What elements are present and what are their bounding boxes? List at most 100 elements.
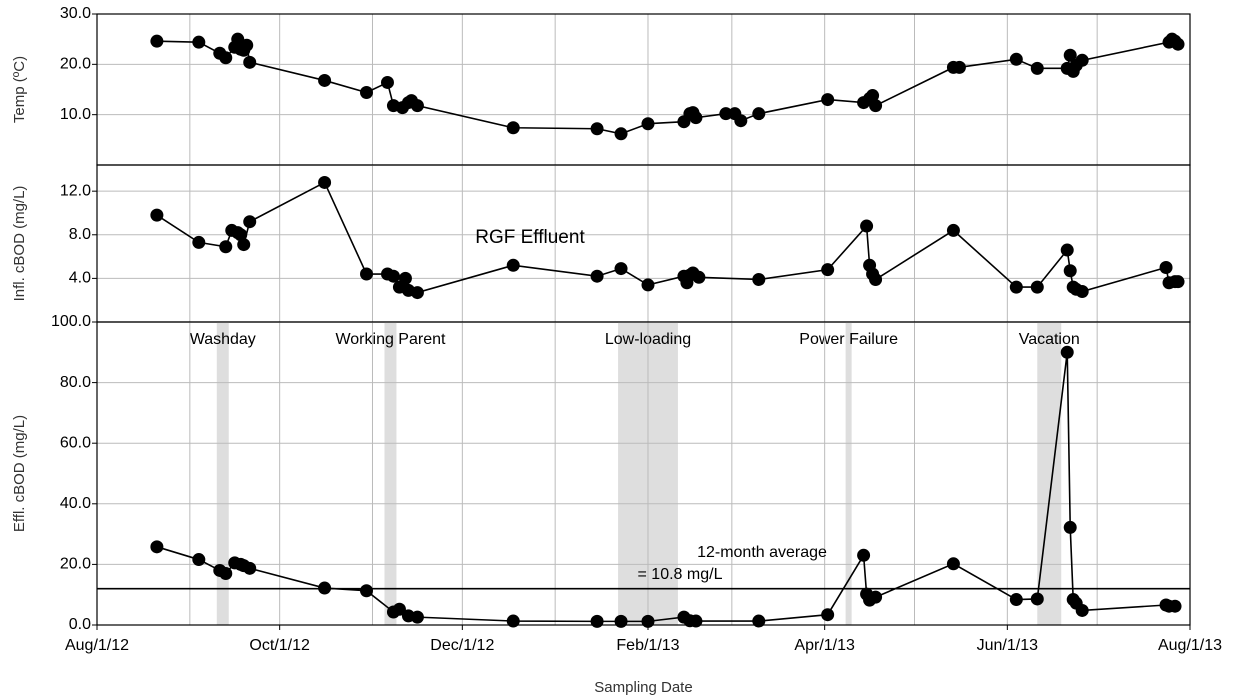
data-point (192, 35, 206, 49)
data-point (614, 262, 628, 276)
data-point (1030, 61, 1044, 75)
data-point (946, 223, 960, 237)
data-point (243, 215, 257, 229)
data-point (866, 89, 880, 103)
y-tick-label: 20.0 (60, 56, 91, 73)
y-tick-label: 80.0 (60, 374, 91, 391)
data-point (360, 267, 374, 281)
data-point (360, 584, 374, 598)
panel-frame (96, 164, 1191, 323)
y-tick-label: 12.0 (60, 182, 91, 199)
x-tick-label: Aug/1/13 (1158, 637, 1222, 654)
data-point (1009, 593, 1023, 607)
region-label: Power Failure (799, 331, 898, 348)
data-point (1009, 52, 1023, 66)
data-point (192, 553, 206, 567)
x-axis-label: Sampling Date (594, 679, 692, 696)
data-point (219, 51, 233, 65)
data-point (234, 228, 248, 242)
data-point (590, 122, 604, 136)
data-line (156, 181, 1179, 294)
data-point (243, 55, 257, 69)
x-tick-label: Feb/1/13 (616, 637, 679, 654)
region-label: Vacation (1019, 331, 1080, 348)
data-point (614, 614, 628, 628)
data-point (506, 121, 520, 135)
y-tick-label: 8.0 (69, 226, 91, 243)
data-point (821, 608, 835, 622)
data-point (1075, 603, 1089, 617)
y-tick-label: 100.0 (51, 313, 91, 330)
data-point (734, 114, 748, 128)
data-point (590, 614, 604, 628)
data-point (243, 561, 257, 575)
data-point (506, 614, 520, 628)
data-point (318, 581, 332, 595)
data-point (857, 548, 871, 562)
data-point (590, 269, 604, 283)
data-point (1063, 48, 1077, 62)
x-tick-label: Apr/1/13 (794, 637, 855, 654)
region-label: Working Parent (335, 331, 446, 348)
data-point (410, 610, 424, 624)
data-point (1168, 599, 1182, 613)
data-point (860, 219, 874, 233)
y-axis-label: Temp (ºC) (11, 56, 28, 123)
data-point (692, 270, 706, 284)
data-point (1063, 520, 1077, 534)
data-point (219, 566, 233, 580)
x-tick-label: Aug/1/12 (65, 637, 129, 654)
data-point (1171, 275, 1185, 289)
x-tick-label: Oct/1/12 (249, 637, 310, 654)
shaded-region (1037, 322, 1062, 625)
data-point (1060, 243, 1074, 257)
annotation: = 10.8 mg/L (638, 566, 723, 583)
data-point (150, 208, 164, 222)
data-point (219, 240, 233, 254)
data-point (150, 540, 164, 554)
y-tick-label: 40.0 (60, 495, 91, 512)
x-tick-label: Dec/1/12 (430, 637, 494, 654)
shaded-region (845, 322, 852, 625)
data-point (821, 263, 835, 277)
y-axis-label: Effl. cBOD (mg/L) (11, 415, 28, 532)
y-tick-label: 60.0 (60, 434, 91, 451)
annotation: 12-month average (697, 544, 827, 561)
data-point (1030, 592, 1044, 606)
data-point (641, 117, 655, 131)
data-point (392, 602, 406, 616)
data-point (1159, 260, 1173, 274)
data-point (752, 107, 766, 121)
data-point (237, 238, 251, 252)
annotation: RGF Effluent (475, 227, 585, 248)
data-point (719, 107, 733, 121)
data-point (240, 38, 254, 52)
data-point (410, 99, 424, 113)
data-point (192, 235, 206, 249)
y-tick-label: 10.0 (60, 106, 91, 123)
data-point (1060, 345, 1074, 359)
data-point (1030, 280, 1044, 294)
data-line (156, 36, 1179, 135)
y-tick-label: 30.0 (60, 5, 91, 22)
shaded-region (216, 322, 229, 625)
data-point (1009, 280, 1023, 294)
y-axis-label: Infl. cBOD (mg/L) (11, 186, 28, 302)
data-point (614, 127, 628, 141)
y-tick-label: 0.0 (69, 616, 91, 633)
data-point (946, 557, 960, 571)
x-tick-label: Jun/1/13 (977, 637, 1038, 654)
data-point (641, 278, 655, 292)
y-tick-label: 20.0 (60, 556, 91, 573)
data-point (752, 272, 766, 286)
data-point (641, 614, 655, 628)
shaded-region (384, 322, 397, 625)
data-point (410, 286, 424, 300)
data-point (398, 271, 412, 285)
data-point (1063, 264, 1077, 278)
panel-frame (96, 13, 1191, 166)
region-label: Washday (190, 331, 256, 348)
data-point (506, 258, 520, 272)
data-point (1171, 37, 1185, 51)
